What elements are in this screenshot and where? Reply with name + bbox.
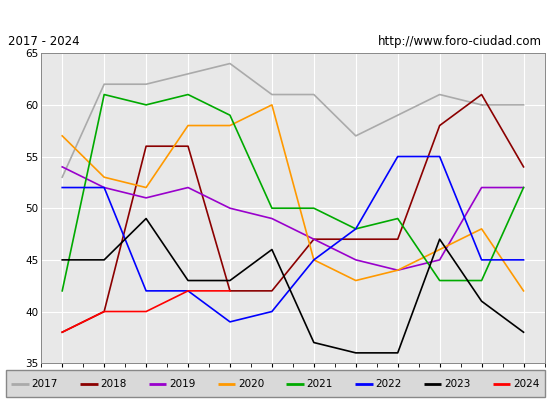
Text: Evolucion del paro registrado en Acehúche: Evolucion del paro registrado en Acehúch…: [111, 7, 439, 23]
FancyBboxPatch shape: [6, 370, 544, 397]
Text: http://www.foro-ciudad.com: http://www.foro-ciudad.com: [378, 35, 542, 48]
Text: 2017 - 2024: 2017 - 2024: [8, 35, 80, 48]
Text: 2021: 2021: [307, 378, 333, 389]
Text: 2023: 2023: [444, 378, 470, 389]
Text: 2022: 2022: [375, 378, 402, 389]
Text: 2018: 2018: [100, 378, 126, 389]
Text: 2017: 2017: [32, 378, 58, 389]
Text: 2024: 2024: [513, 378, 539, 389]
Text: 2020: 2020: [238, 378, 264, 389]
Text: 2019: 2019: [169, 378, 195, 389]
